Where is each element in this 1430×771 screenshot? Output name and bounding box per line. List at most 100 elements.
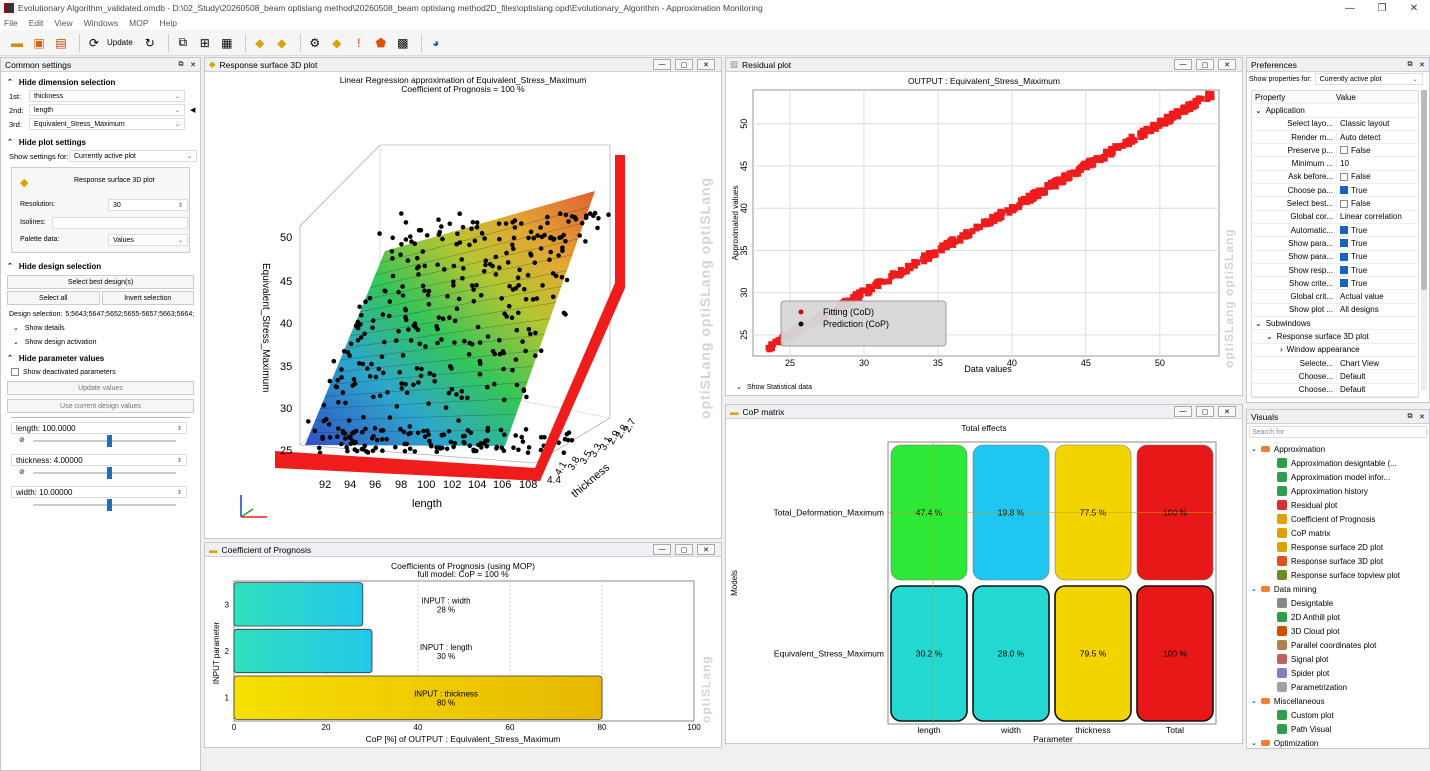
param-value-field[interactable]: thickness: 4.00000 ⇕ bbox=[11, 454, 187, 466]
show-for-select[interactable]: Currently active plot ⌄ bbox=[1314, 73, 1423, 85]
menu-windows[interactable]: Windows bbox=[83, 18, 119, 28]
visuals-group[interactable]: ⌄ Data mining bbox=[1251, 582, 1429, 596]
matrix-cell-box[interactable] bbox=[1136, 585, 1214, 722]
window-appearance-item[interactable]: › Window appearance bbox=[1252, 344, 1418, 357]
design-selection-value[interactable]: 5;5643;5647;5652;5655-5657;5663;5664; bbox=[65, 310, 195, 318]
matrix-cell[interactable]: 28.0 % bbox=[972, 585, 1050, 722]
property-row[interactable]: Show para... True bbox=[1252, 237, 1418, 251]
restore-icon[interactable]: ▢ bbox=[675, 59, 693, 70]
open-folder-icon[interactable]: ▬ bbox=[11, 35, 23, 50]
matrix-cell-box[interactable] bbox=[890, 585, 968, 722]
property-checkbox[interactable] bbox=[1340, 199, 1348, 208]
visuals-item[interactable]: Approximation model infor... bbox=[1251, 470, 1429, 484]
property-value-cell[interactable]: 10 bbox=[1336, 159, 1418, 169]
visuals-item[interactable]: CoP matrix bbox=[1251, 526, 1429, 540]
restore-icon[interactable]: ▢ bbox=[1196, 406, 1214, 417]
palette-icon[interactable]: ◕ bbox=[432, 35, 440, 50]
visuals-item[interactable]: Path Visual bbox=[1251, 722, 1429, 736]
show-deactivated-checkbox[interactable] bbox=[11, 368, 19, 376]
close-icon[interactable]: ✕ bbox=[190, 61, 196, 69]
property-row[interactable]: Selecte... Chart View bbox=[1252, 357, 1418, 371]
property-row[interactable]: Render m... Auto detect bbox=[1252, 131, 1418, 145]
param-slider[interactable]: ⊘ bbox=[11, 498, 190, 512]
minimize-icon[interactable]: — bbox=[1174, 59, 1192, 70]
open-file-icon[interactable]: ▣ bbox=[33, 35, 45, 50]
property-row[interactable]: Preserve p... False bbox=[1252, 144, 1418, 158]
minimize-button[interactable]: — bbox=[1345, 2, 1355, 14]
property-row[interactable]: Choose... Default bbox=[1252, 384, 1418, 397]
property-value-cell[interactable]: True bbox=[1336, 185, 1418, 195]
property-value[interactable]: Chart View bbox=[1336, 358, 1418, 368]
use-current-values-button[interactable]: Use current design values bbox=[7, 399, 194, 413]
matrix-cell[interactable]: 79.5 % bbox=[1054, 585, 1132, 722]
close-icon[interactable]: ✕ bbox=[697, 59, 715, 70]
property-checkbox[interactable] bbox=[1340, 279, 1348, 288]
property-value-cell[interactable]: Linear correlation bbox=[1336, 212, 1418, 222]
ruby-icon[interactable]: ◆ bbox=[332, 35, 342, 50]
restore-icon[interactable]: ▢ bbox=[1196, 59, 1214, 70]
shield-icon[interactable]: ⬟ bbox=[375, 35, 387, 50]
layout-grid-icon[interactable]: ⊞ bbox=[199, 35, 210, 50]
param-slider[interactable]: ⊘ bbox=[11, 466, 190, 480]
update-values-button[interactable]: Update values bbox=[7, 381, 194, 395]
property-value-cell[interactable]: All designs bbox=[1336, 305, 1418, 315]
visuals-item[interactable]: 3D Cloud plot bbox=[1251, 624, 1429, 638]
property-checkbox[interactable] bbox=[1340, 226, 1348, 235]
isolines-input[interactable] bbox=[52, 217, 188, 229]
visuals-group[interactable]: ⌄ Approximation bbox=[1251, 442, 1429, 456]
invert-selection-button[interactable]: Invert selection bbox=[101, 291, 194, 305]
visuals-group[interactable]: ⌄ Optimization bbox=[1251, 736, 1429, 748]
property-row[interactable]: Automatic... True bbox=[1252, 224, 1418, 238]
cop-bar[interactable] bbox=[233, 675, 603, 720]
matrix-cell[interactable]: 100 % bbox=[1136, 585, 1214, 722]
lock-icon[interactable]: ⊘ bbox=[19, 437, 25, 444]
visuals-item[interactable]: Residual plot bbox=[1251, 498, 1429, 512]
visuals-item[interactable]: Approximation designtable (... bbox=[1251, 456, 1429, 470]
property-value-cell[interactable]: False bbox=[1336, 145, 1418, 155]
property-value-cell[interactable]: True bbox=[1336, 252, 1418, 262]
property-value-cell[interactable]: Classic layout bbox=[1336, 119, 1418, 129]
diamond-icon[interactable]: ◆ bbox=[255, 35, 265, 50]
property-value-cell[interactable]: False bbox=[1336, 199, 1418, 209]
layout-single-icon[interactable]: ⧉ bbox=[178, 35, 188, 49]
dimension-section-header[interactable]: ⌃ Hide dimension selection bbox=[1, 75, 200, 89]
visuals-group[interactable]: ⌄ Miscellaneous bbox=[1251, 694, 1429, 708]
visuals-item[interactable]: Designtable bbox=[1251, 596, 1429, 610]
property-row[interactable]: Select best... False bbox=[1252, 197, 1418, 211]
dim2-select[interactable]: length ⌄ bbox=[29, 104, 185, 116]
menu-mop[interactable]: MOP bbox=[129, 18, 149, 28]
float-icon[interactable]: ⧉ bbox=[178, 60, 184, 68]
visuals-item[interactable]: Parallel coordinates plot bbox=[1251, 638, 1429, 652]
menu-view[interactable]: View bbox=[54, 18, 73, 28]
property-checkbox[interactable] bbox=[1340, 186, 1348, 195]
show-settings-select[interactable]: Currently active plot ⌄ bbox=[69, 150, 197, 162]
visuals-item[interactable]: Signal plot bbox=[1251, 652, 1429, 666]
property-row[interactable]: Show plot ... All designs bbox=[1252, 304, 1418, 318]
alert-icon[interactable]: ! bbox=[357, 35, 361, 50]
dim3-select[interactable]: Equivalent_Stress_Maximum ⌄ bbox=[29, 118, 185, 130]
visuals-item[interactable]: Response surface 3D plot bbox=[1251, 554, 1429, 568]
select-best-button[interactable]: Select best design(s) bbox=[7, 275, 194, 289]
save-icon[interactable]: ▤ bbox=[55, 35, 67, 50]
visuals-item[interactable]: Approximation history bbox=[1251, 484, 1429, 498]
property-value-cell[interactable]: True bbox=[1336, 278, 1418, 288]
visuals-item[interactable]: 2D Anthill plot bbox=[1251, 610, 1429, 624]
visuals-item[interactable]: Spider plot bbox=[1251, 666, 1429, 680]
visuals-item[interactable]: Response surface 2D plot bbox=[1251, 540, 1429, 554]
property-checkbox[interactable] bbox=[1340, 239, 1348, 248]
show-details-toggle[interactable]: ⌄ Show details bbox=[1, 321, 200, 335]
property-value-cell[interactable]: False bbox=[1336, 172, 1418, 182]
close-icon[interactable]: ✕ bbox=[1218, 406, 1236, 417]
cop-bar[interactable] bbox=[233, 628, 373, 674]
close-icon[interactable]: ✕ bbox=[1419, 61, 1425, 69]
dim1-select[interactable]: thickness ⌄ bbox=[29, 90, 185, 102]
maximize-button[interactable]: ❐ bbox=[1377, 2, 1387, 14]
scrollbar[interactable] bbox=[1421, 90, 1427, 390]
show-activation-toggle[interactable]: ⌄ Show design activation bbox=[1, 335, 200, 349]
gear-icon[interactable]: ⚙ bbox=[309, 35, 321, 50]
plot-section-header[interactable]: ⌃ Hide plot settings bbox=[1, 135, 200, 149]
cop-matrix-chart[interactable]: Total effects 47.4 % 19.8 % 77.5 % 100 %30.… bbox=[726, 420, 1242, 744]
